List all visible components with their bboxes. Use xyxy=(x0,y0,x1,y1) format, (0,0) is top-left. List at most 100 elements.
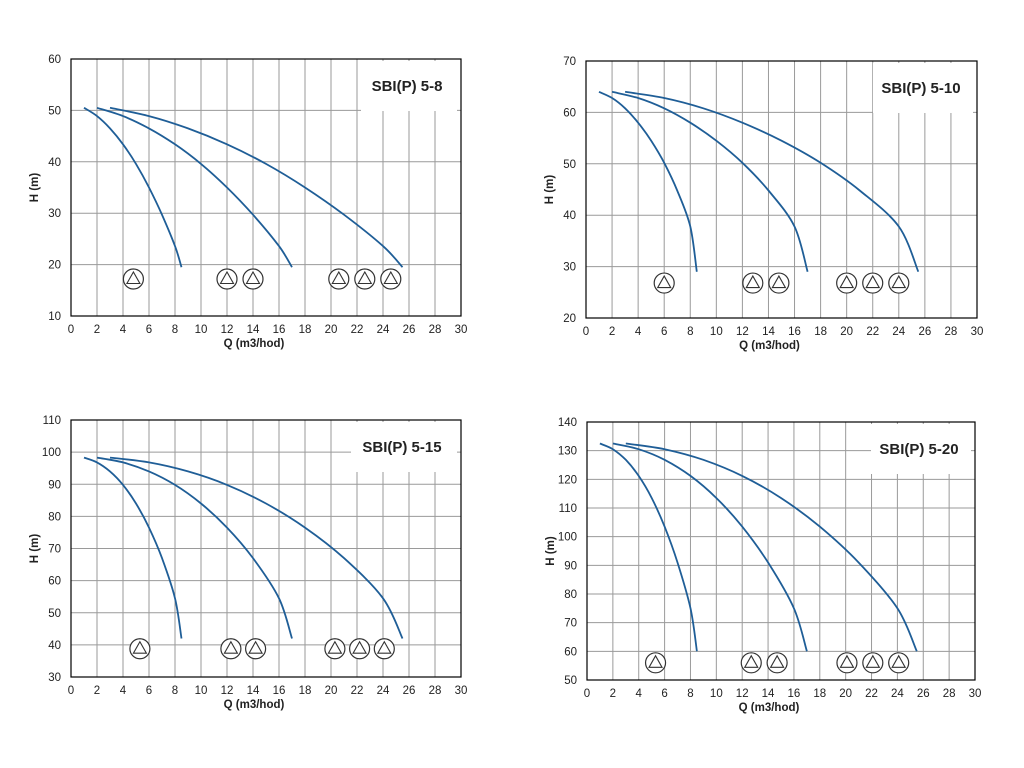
x-tick-label: 0 xyxy=(583,326,589,338)
y-tick-label: 30 xyxy=(563,262,576,274)
pump-icon-triangle xyxy=(839,274,855,289)
x-tick-label: 12 xyxy=(221,324,234,336)
y-tick-label: 110 xyxy=(43,415,61,427)
pump-icon xyxy=(354,268,376,290)
pump-icon xyxy=(888,652,910,674)
curve-2-pump xyxy=(612,442,808,652)
y-tick-label: 30 xyxy=(48,672,61,684)
curve-1-pump xyxy=(599,442,698,652)
y-tick-label: 60 xyxy=(564,646,577,658)
pump-icon-triangle xyxy=(327,640,343,654)
curve-3-pump xyxy=(624,90,920,273)
pump-icon-triangle xyxy=(648,654,663,668)
pump-icon xyxy=(349,638,371,660)
pump-icon xyxy=(328,268,350,290)
chart-title-box xyxy=(873,63,973,113)
pump-icon-triangle xyxy=(248,640,264,654)
y-tick-label: 50 xyxy=(48,105,61,117)
plot-frame xyxy=(586,421,976,681)
pump-icon-triangle xyxy=(656,274,672,289)
chart-title: SBI(P) 5-8 xyxy=(372,78,443,95)
pump-icon xyxy=(220,638,242,660)
pump-icon xyxy=(324,638,346,660)
pump-icon xyxy=(373,638,395,660)
x-tick-label: 4 xyxy=(636,688,643,700)
x-tick-label: 2 xyxy=(609,326,615,338)
x-tick-label: 20 xyxy=(325,324,338,336)
x-tick-label: 10 xyxy=(195,685,208,697)
y-tick-label: 100 xyxy=(558,532,577,544)
x-tick-label: 8 xyxy=(687,688,693,700)
plot-frame xyxy=(70,419,462,678)
x-tick-label: 12 xyxy=(736,326,749,338)
pump-icon-triangle xyxy=(331,270,347,285)
curve-3-pump xyxy=(625,442,918,652)
y-tick-label: 50 xyxy=(48,608,61,620)
x-tick-label: 14 xyxy=(247,685,260,697)
pump-icon xyxy=(766,652,788,674)
x-tick-label: 26 xyxy=(403,685,416,697)
y-axis-label: H (m) xyxy=(29,173,41,203)
y-axis-label: H (m) xyxy=(544,175,556,205)
pump-icon xyxy=(862,272,884,294)
x-tick-label: 0 xyxy=(68,685,74,697)
pump-icon-triangle xyxy=(839,654,855,668)
x-tick-label: 22 xyxy=(866,326,879,338)
x-tick-label: 30 xyxy=(455,324,468,336)
y-tick-label: 70 xyxy=(564,618,577,630)
y-tick-label: 70 xyxy=(563,56,576,68)
chart-title-box xyxy=(361,61,457,111)
x-tick-label: 14 xyxy=(762,326,775,338)
x-tick-label: 2 xyxy=(610,688,616,700)
chart-4: SBI(P) 5-200 2 4 6 8 10 12 14 16 18 20 22 24 26 28 3050… xyxy=(545,417,981,714)
x-tick-label: 24 xyxy=(892,326,905,338)
x-tick-label: 12 xyxy=(221,685,234,697)
x-tick-label: 12 xyxy=(736,688,749,700)
y-tick-label: 130 xyxy=(558,446,577,458)
x-tick-label: 28 xyxy=(945,326,958,338)
y-tick-label: 90 xyxy=(564,560,577,572)
pump-icon-triangle xyxy=(743,654,759,668)
x-tick-label: 22 xyxy=(865,688,878,700)
x-tick-label: 30 xyxy=(971,326,984,338)
pump-icon-triangle xyxy=(223,640,239,654)
x-tick-label: 18 xyxy=(299,324,312,336)
pump-icon-triangle xyxy=(352,640,368,654)
x-axis-label: Q (m3/hod) xyxy=(224,338,285,350)
plot-frame xyxy=(70,58,462,317)
x-tick-label: 16 xyxy=(788,326,801,338)
pump-icon-triangle xyxy=(865,274,881,289)
y-tick-label: 80 xyxy=(48,511,61,523)
pump-icon-triangle xyxy=(245,270,261,285)
x-tick-label: 24 xyxy=(377,685,390,697)
y-tick-label: 60 xyxy=(48,54,61,66)
pump-icon xyxy=(216,268,238,290)
x-tick-label: 20 xyxy=(840,326,853,338)
y-tick-label: 40 xyxy=(563,210,576,222)
x-tick-label: 4 xyxy=(120,324,127,336)
pump-icon xyxy=(836,652,858,674)
x-tick-label: 6 xyxy=(661,688,667,700)
pump-icon xyxy=(129,638,151,660)
pump-icon xyxy=(742,272,764,294)
x-tick-label: 20 xyxy=(839,688,852,700)
x-tick-label: 18 xyxy=(299,685,312,697)
y-tick-label: 30 xyxy=(48,208,61,220)
pump-icon xyxy=(740,652,762,674)
x-tick-label: 30 xyxy=(455,685,468,697)
x-tick-label: 10 xyxy=(195,324,208,336)
x-tick-label: 4 xyxy=(120,685,127,697)
x-tick-label: 8 xyxy=(172,324,178,336)
y-tick-label: 10 xyxy=(48,311,61,323)
y-tick-label: 70 xyxy=(48,544,61,556)
chart-1: SBI(P) 5-80 2 4 6 8 10 12 14 16 18 20 22 24 26 28 30102… xyxy=(29,54,467,350)
pump-icon-triangle xyxy=(125,270,141,285)
x-tick-label: 18 xyxy=(814,326,827,338)
x-tick-label: 16 xyxy=(273,324,286,336)
pump-icon xyxy=(122,268,144,290)
y-tick-label: 50 xyxy=(563,159,576,171)
y-axis-label: H (m) xyxy=(545,536,557,566)
pump-icon-triangle xyxy=(376,640,392,654)
x-tick-label: 2 xyxy=(94,324,100,336)
x-tick-label: 16 xyxy=(273,685,286,697)
